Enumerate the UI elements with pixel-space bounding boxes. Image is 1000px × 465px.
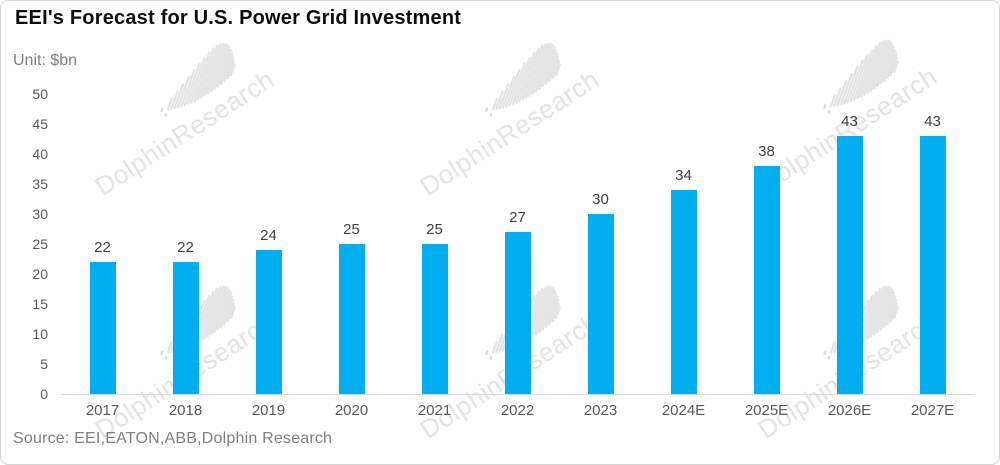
x-axis-label: 2027E	[910, 402, 955, 419]
bar-value-label: 25	[426, 221, 443, 238]
bar-column: 43 2026E	[808, 94, 891, 419]
x-axis-label: 2017	[85, 402, 120, 419]
bar-value-label: 43	[924, 113, 941, 130]
bar-column: 34 2024E	[642, 94, 725, 419]
y-axis-tick: 5	[40, 356, 48, 372]
bar-column: 25 2021	[393, 94, 476, 419]
bar	[753, 166, 780, 394]
bar-value-label: 43	[841, 113, 858, 130]
chart-title: EEI's Forecast for U.S. Power Grid Inves…	[15, 7, 462, 29]
y-axis-tick: 10	[32, 326, 48, 342]
bar	[172, 262, 199, 394]
x-axis-label: 2019	[251, 402, 286, 419]
bar-value-label: 38	[758, 143, 775, 160]
y-axis-tick: 45	[32, 116, 48, 132]
bar	[836, 136, 863, 394]
bar	[338, 244, 365, 394]
x-axis-label: 2025E	[744, 402, 789, 419]
x-axis-label: 2026E	[827, 402, 872, 419]
y-axis-tick: 40	[32, 146, 48, 162]
x-axis-label: 2022	[500, 402, 535, 419]
bar-column: 22 2018	[144, 94, 227, 419]
bar-column: 30 2023	[559, 94, 642, 419]
bar-column: 43 2027E	[891, 94, 974, 419]
y-axis-tick: 20	[32, 266, 48, 282]
y-axis-tick: 25	[32, 236, 48, 252]
y-axis-tick: 30	[32, 206, 48, 222]
bar	[255, 250, 282, 394]
bar-value-label: 22	[177, 239, 194, 256]
bar-columns: 22 2017 22 2018 24 2019 25 2020 25 2021 27 2022 30 20…	[61, 94, 974, 419]
bar-value-label: 25	[343, 221, 360, 238]
bar-column: 38 2025E	[725, 94, 808, 419]
bar	[587, 214, 614, 394]
bar	[89, 262, 116, 394]
bar	[919, 136, 946, 394]
source-note: Source: EEI,EATON,ABB,Dolphin Research	[13, 430, 333, 447]
bar	[670, 190, 697, 394]
x-axis-label: 2020	[334, 402, 369, 419]
bar	[421, 244, 448, 394]
y-axis-tick: 15	[32, 296, 48, 312]
bar	[504, 232, 531, 394]
bar-column: 25 2020	[310, 94, 393, 419]
bar-value-label: 30	[592, 191, 609, 208]
bar-column: 22 2017	[61, 94, 144, 419]
bar-value-label: 24	[260, 227, 277, 244]
bar-value-label: 34	[675, 167, 692, 184]
x-axis-label: 2023	[583, 402, 618, 419]
y-axis-tick: 50	[32, 86, 48, 102]
bar-value-label: 27	[509, 209, 526, 226]
bar-column: 24 2019	[227, 94, 310, 419]
unit-label: Unit: $bn	[13, 52, 78, 69]
y-axis-tick: 0	[40, 386, 48, 402]
x-axis-label: 2021	[417, 402, 452, 419]
bar-column: 27 2022	[476, 94, 559, 419]
bar-value-label: 22	[94, 239, 111, 256]
x-axis-label: 2024E	[661, 402, 706, 419]
x-axis-label: 2018	[168, 402, 203, 419]
y-axis-tick: 35	[32, 176, 48, 192]
plot-area: 22 2017 22 2018 24 2019 25 2020 25 2021 27 2022 30 20…	[61, 94, 974, 419]
